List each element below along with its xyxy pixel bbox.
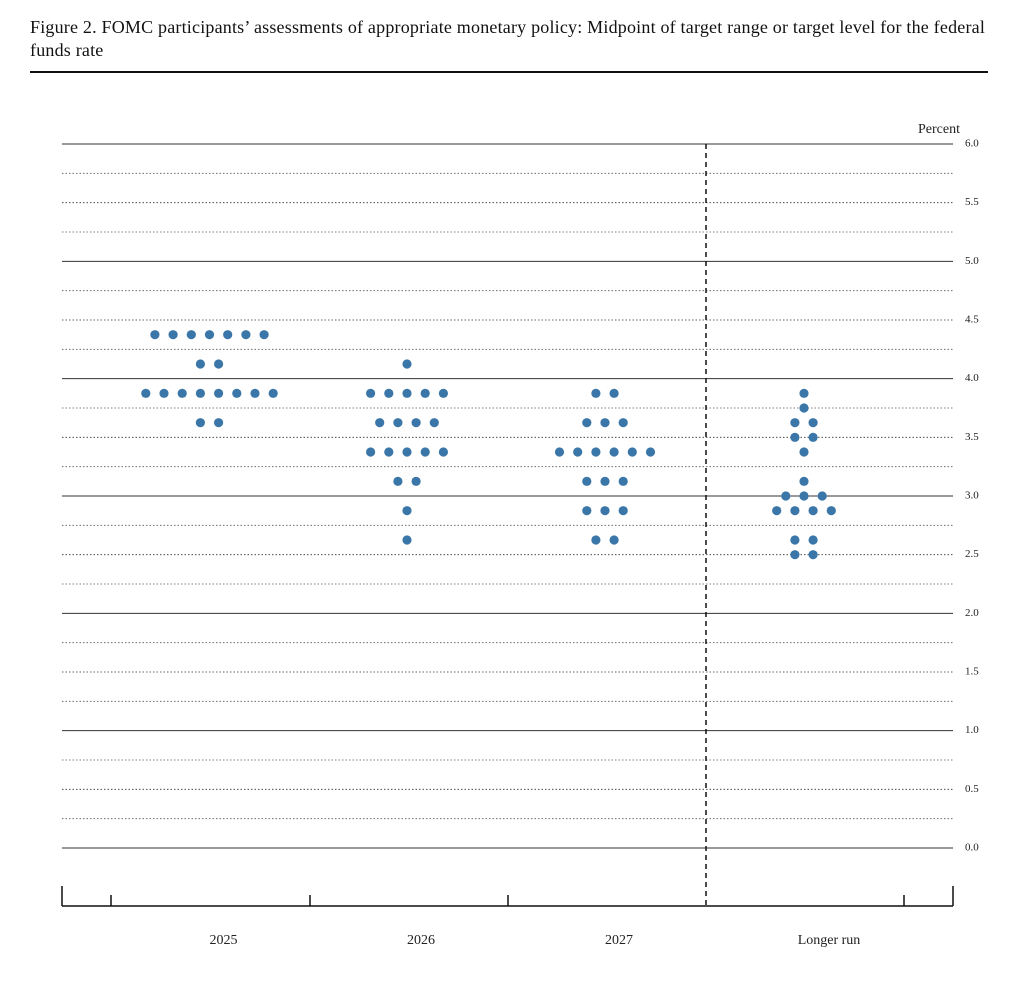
dot — [600, 418, 610, 428]
dot — [150, 330, 160, 340]
dot — [141, 388, 151, 398]
dot — [808, 506, 818, 516]
dot — [223, 330, 233, 340]
dot — [790, 432, 800, 442]
x-tick-label: 2027 — [605, 933, 633, 948]
dot — [618, 506, 628, 516]
y-tick-label: 4.0 — [965, 372, 979, 384]
dot — [591, 447, 601, 457]
dot — [609, 535, 619, 545]
y-tick-label: 0.5 — [965, 783, 979, 795]
dot — [402, 535, 412, 545]
dot — [384, 447, 394, 457]
dot — [393, 476, 403, 486]
dot — [214, 359, 224, 369]
dot — [591, 535, 601, 545]
dot — [582, 418, 592, 428]
y-tick-label: 1.0 — [965, 724, 979, 736]
dot — [402, 506, 412, 516]
dot — [799, 447, 809, 457]
dot — [573, 447, 583, 457]
x-tick-label: 2026 — [407, 933, 435, 948]
dot — [582, 476, 592, 486]
dot — [790, 506, 800, 516]
y-tick-label: 2.0 — [965, 607, 979, 619]
title-rule — [30, 71, 988, 73]
dot — [799, 491, 809, 501]
x-tick-label: 2025 — [210, 933, 238, 948]
dot — [554, 447, 565, 457]
dot — [438, 388, 448, 398]
dot — [772, 506, 782, 516]
dot — [790, 550, 800, 560]
dot — [177, 388, 187, 398]
dot — [384, 388, 394, 398]
dot — [627, 447, 637, 457]
y-tick-label: 3.5 — [965, 431, 979, 443]
dot — [259, 330, 269, 340]
dot — [808, 550, 818, 560]
dot — [250, 388, 260, 398]
dot — [645, 447, 656, 457]
dot — [582, 506, 592, 516]
dot — [808, 418, 818, 428]
dot — [420, 447, 430, 457]
dot — [790, 418, 800, 428]
y-tick-label: 3.0 — [965, 490, 979, 502]
chart-title: Figure 2. FOMC participants’ assessments… — [30, 17, 986, 60]
dot — [195, 418, 205, 428]
dot — [366, 388, 376, 398]
dot — [232, 388, 242, 398]
dot — [799, 403, 809, 413]
dot — [600, 476, 610, 486]
dot — [799, 476, 809, 486]
dot — [411, 418, 421, 428]
dot — [402, 359, 412, 369]
dot — [214, 418, 224, 428]
dot — [402, 388, 412, 398]
dot — [808, 432, 818, 442]
dot — [808, 535, 818, 545]
dot — [609, 388, 619, 398]
y-tick-label: 5.5 — [965, 196, 979, 208]
y-tick-label: 5.0 — [965, 255, 979, 267]
dot — [168, 330, 178, 340]
dot — [600, 506, 610, 516]
dot — [618, 418, 628, 428]
dot — [195, 359, 205, 369]
dot — [186, 330, 196, 340]
y-tick-label: 1.5 — [965, 666, 979, 678]
dot — [790, 535, 800, 545]
dot — [618, 476, 628, 486]
dot — [411, 476, 421, 486]
dot — [204, 330, 215, 340]
dot — [429, 418, 439, 428]
y-tick-label: 2.5 — [965, 548, 979, 560]
dot — [159, 388, 169, 398]
dot — [214, 388, 224, 398]
dot — [826, 506, 836, 516]
y-tick-label: 4.5 — [965, 314, 979, 326]
y-tick-label: 6.0 — [965, 138, 979, 150]
dot — [781, 491, 791, 501]
dot — [375, 418, 385, 428]
dot — [438, 447, 448, 457]
dot — [268, 388, 278, 398]
y-axis-label: Percent — [918, 122, 960, 137]
dot — [420, 388, 430, 398]
x-tick-label: Longer run — [798, 933, 861, 948]
dot — [402, 447, 412, 457]
dot — [817, 491, 827, 501]
dot — [195, 388, 205, 398]
y-tick-label: 0.0 — [965, 842, 979, 854]
dot — [241, 330, 251, 340]
dot — [799, 388, 809, 398]
dot — [393, 418, 403, 428]
dot — [609, 447, 619, 457]
dot — [591, 388, 601, 398]
dot — [366, 447, 376, 457]
